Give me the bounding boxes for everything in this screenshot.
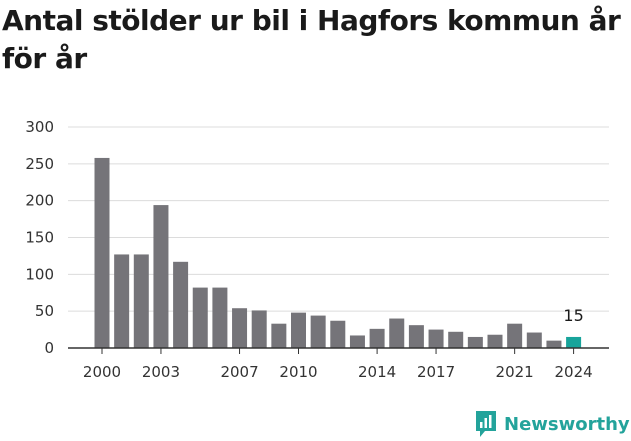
- bar: [133, 254, 149, 348]
- bar: [173, 261, 189, 348]
- bar-highlight: [566, 336, 582, 348]
- x-tick-label: 2014: [358, 363, 396, 381]
- y-tick-label: 200: [25, 192, 54, 210]
- y-tick-label: 250: [25, 155, 54, 173]
- x-tick-label: 2010: [279, 363, 317, 381]
- bar: [291, 312, 306, 348]
- x-tick-label: 2017: [417, 363, 455, 381]
- x-tick-label: 2007: [220, 363, 258, 381]
- chart-title: Antal stölder ur bil i Hagfors kommun år…: [2, 4, 621, 75]
- x-tick-label: 2000: [83, 363, 121, 381]
- bar: [408, 325, 424, 348]
- x-tick-label: 2021: [496, 363, 534, 381]
- y-tick-label: 0: [44, 339, 54, 357]
- y-tick-label: 300: [25, 118, 54, 136]
- bar: [251, 310, 267, 348]
- bar: [192, 287, 208, 348]
- bar: [507, 323, 523, 348]
- bar: [212, 287, 228, 348]
- bar: [467, 336, 483, 348]
- newsworthy-logo-icon: [476, 411, 496, 437]
- bar: [330, 320, 346, 348]
- y-tick-label: 100: [25, 265, 54, 283]
- bar: [232, 308, 248, 348]
- data-label-2024: 15: [563, 306, 583, 325]
- y-tick-label: 150: [25, 229, 54, 247]
- bar: [310, 315, 326, 348]
- bar: [389, 318, 405, 348]
- bar: [526, 332, 542, 348]
- bar: [428, 329, 444, 348]
- x-tick-label: 2024: [555, 363, 593, 381]
- bar: [153, 205, 169, 348]
- bar: [487, 334, 503, 348]
- bar: [369, 328, 385, 348]
- bar: [114, 254, 130, 348]
- brand-name: Newsworthy: [504, 413, 630, 435]
- bar: [349, 335, 365, 348]
- y-tick-label: 50: [35, 302, 54, 320]
- bar: [271, 323, 287, 348]
- x-tick-label: 2003: [142, 363, 180, 381]
- bar: [448, 331, 464, 348]
- brand-logo: Newsworthy: [474, 407, 630, 441]
- bar: [546, 340, 562, 348]
- bar: [94, 157, 110, 348]
